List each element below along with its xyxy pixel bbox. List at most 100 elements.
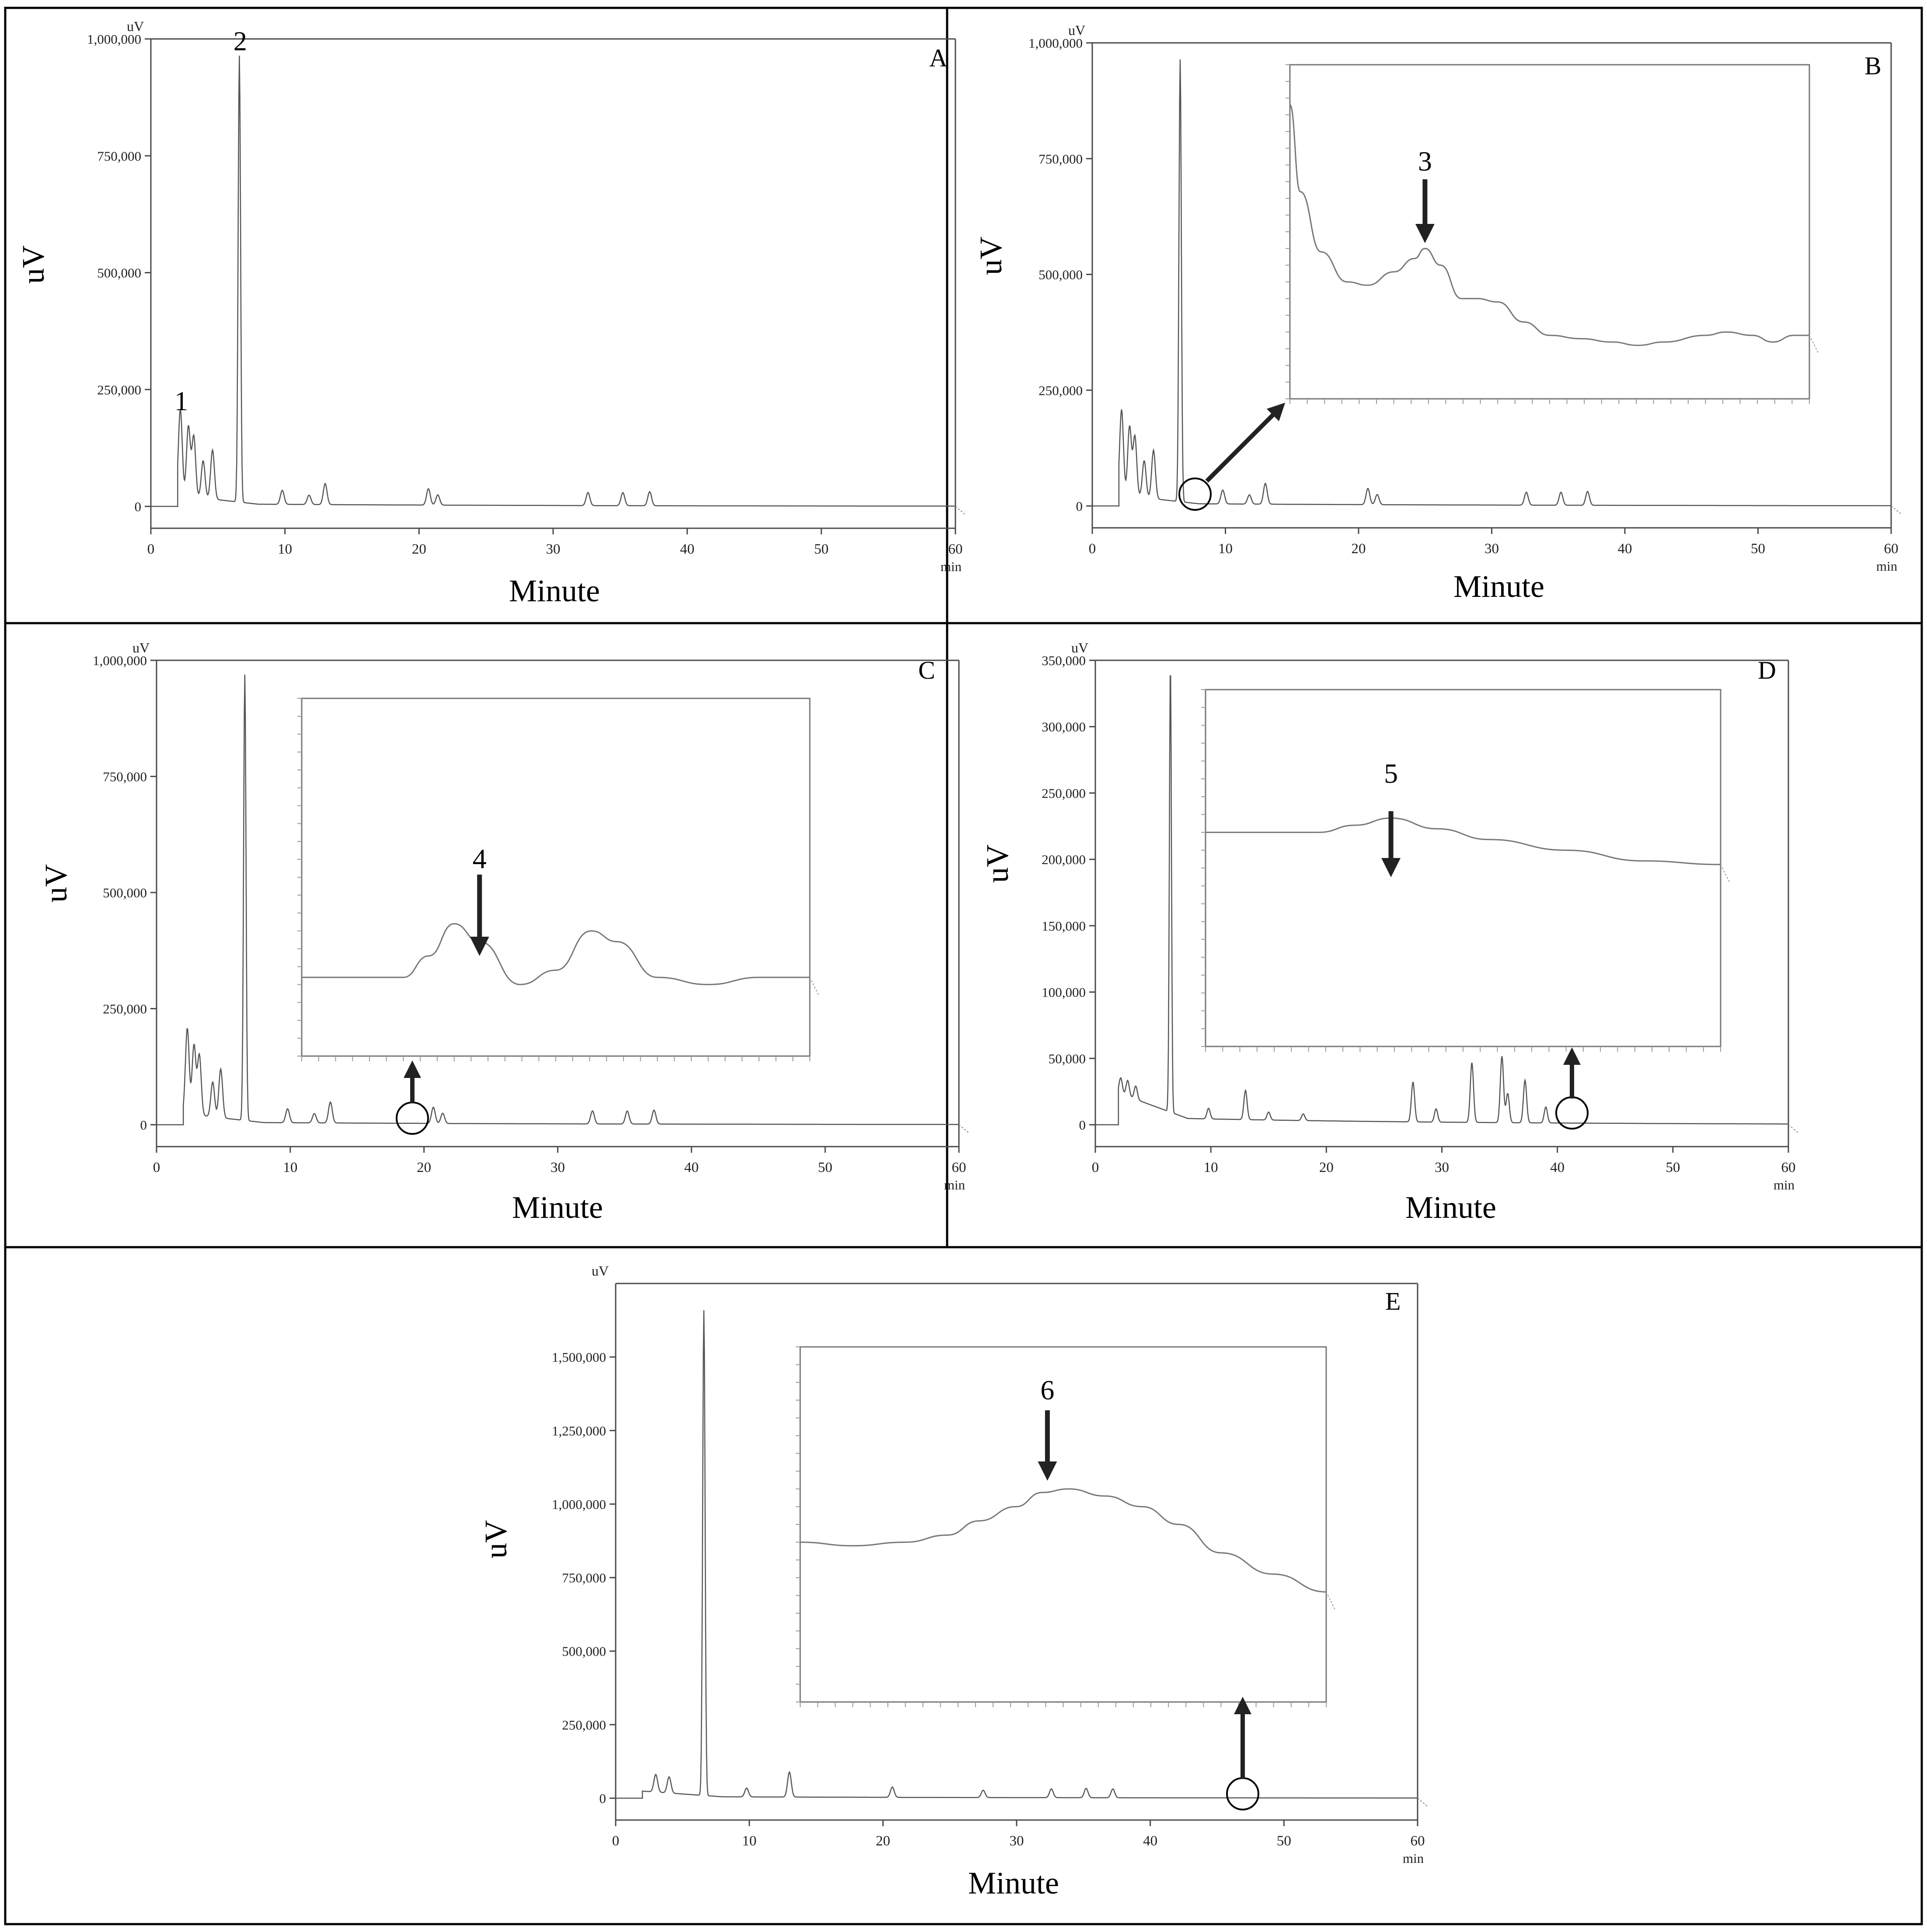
x-tick-label: 50 xyxy=(818,1160,833,1175)
zoom-link-arrow xyxy=(1205,402,1286,483)
trace-tail xyxy=(955,506,965,515)
x-unit-label: min xyxy=(1403,1851,1424,1866)
y-unit-label: uV xyxy=(1068,22,1085,38)
chart-panel-C: uV 0 250,000 500,000 750,000 1,000,000 0 10 20 30… xyxy=(38,640,969,1225)
x-tick-label: 10 xyxy=(283,1160,297,1175)
zoom-region-circle xyxy=(1555,1096,1589,1130)
inset-frame xyxy=(799,1346,1327,1703)
inset-trace xyxy=(1289,104,1809,346)
x-tick-label: 30 xyxy=(1435,1160,1449,1175)
x-axis-title: Minute xyxy=(1453,569,1544,604)
x-axis-title: Minute xyxy=(512,1190,603,1225)
peak-label: 5 xyxy=(1384,758,1398,789)
zoom-region-circle xyxy=(396,1102,429,1135)
trace-tail xyxy=(1891,506,1901,514)
inset-zoom: 3 xyxy=(1286,64,1819,404)
x-unit-label: min xyxy=(1876,558,1898,574)
y-tick-label: 1,000,000 xyxy=(93,653,147,668)
x-tick-label: 50 xyxy=(814,541,829,557)
y-tick-label: 500,000 xyxy=(103,885,147,900)
chromatogram-trace xyxy=(151,56,955,507)
inset-trace-tail xyxy=(1326,1591,1335,1610)
trace-tail xyxy=(958,1124,969,1133)
y-tick-label: 500,000 xyxy=(1038,267,1083,282)
x-tick-label: 10 xyxy=(278,541,292,557)
y-tick-label: 250,000 xyxy=(562,1717,606,1733)
x-tick-label: 10 xyxy=(1218,541,1233,557)
peak-label: 1 xyxy=(174,387,188,416)
x-tick-label: 20 xyxy=(412,541,426,557)
inset-zoom: 5 xyxy=(1201,689,1730,1052)
peak-label: 3 xyxy=(1418,146,1432,177)
x-tick-label: 30 xyxy=(1484,541,1499,557)
trace-tail xyxy=(1788,1124,1798,1133)
x-tick-label: 30 xyxy=(1010,1833,1024,1849)
x-tick-label: 60 xyxy=(1884,541,1899,557)
y-tick-label: 750,000 xyxy=(1038,151,1083,167)
x-tick-label: 0 xyxy=(1092,1160,1099,1175)
chromatogram-trace xyxy=(1095,675,1788,1126)
peak-label: 4 xyxy=(473,843,487,874)
y-tick-label: 1,000,000 xyxy=(552,1496,606,1512)
x-tick-label: 20 xyxy=(1352,541,1366,557)
panel-letter: B xyxy=(1864,52,1882,80)
peak-label: 6 xyxy=(1040,1374,1054,1405)
x-tick-label: 0 xyxy=(612,1833,620,1849)
y-tick-label: 350,000 xyxy=(1042,653,1086,668)
x-tick-label: 50 xyxy=(1666,1160,1680,1175)
y-tick-label: 250,000 xyxy=(1038,383,1083,398)
chart-panel-A: uV 0 250,000 500,000 750,000 1,000,000 0 10 20 30… xyxy=(16,18,965,608)
y-unit-label: uV xyxy=(592,1263,609,1279)
x-tick-label: 0 xyxy=(1089,541,1096,557)
y-tick-label: 300,000 xyxy=(1042,719,1086,735)
y-unit-label: uV xyxy=(1071,640,1088,656)
panel-letter: E xyxy=(1385,1287,1401,1315)
y-tick-label: 750,000 xyxy=(103,769,147,785)
inset-trace-tail xyxy=(1809,335,1819,353)
y-tick-label: 150,000 xyxy=(1042,918,1086,934)
y-tick-label: 0 xyxy=(140,1117,147,1133)
x-tick-label: 40 xyxy=(680,541,694,557)
inset-trace xyxy=(302,923,810,985)
y-tick-label: 0 xyxy=(599,1791,606,1806)
y-tick-label: 50,000 xyxy=(1049,1051,1086,1066)
x-tick-label: 30 xyxy=(551,1160,565,1175)
x-unit-label: min xyxy=(944,1177,965,1193)
chart-panel-D: uV050,000100,000150,000200,000250,000300… xyxy=(980,640,1798,1225)
y-tick-label: 500,000 xyxy=(562,1644,606,1659)
x-axis-title: Minute xyxy=(509,573,600,608)
chromatogram-trace xyxy=(157,674,959,1126)
y-axis-title: uV xyxy=(973,237,1008,275)
zoom-region-circle xyxy=(1226,1777,1259,1810)
y-tick-label: 250,000 xyxy=(103,1001,147,1017)
x-tick-label: 50 xyxy=(1277,1833,1291,1849)
inset-frame xyxy=(1289,64,1810,400)
y-tick-label: 1,000,000 xyxy=(1028,35,1083,51)
panel-border-0 xyxy=(4,7,948,624)
y-tick-label: 250,000 xyxy=(1042,785,1086,801)
inset-trace-tail xyxy=(1720,864,1730,882)
x-tick-label: 20 xyxy=(417,1160,431,1175)
x-tick-label: 20 xyxy=(1319,1160,1334,1175)
y-axis-title: uV xyxy=(980,844,1015,883)
chromatogram-trace xyxy=(616,1310,1418,1799)
x-unit-label: min xyxy=(941,559,962,574)
y-tick-label: 200,000 xyxy=(1042,852,1086,867)
y-tick-label: 1,000,000 xyxy=(87,31,141,47)
inset-trace-tail xyxy=(809,977,819,995)
chromatogram-trace xyxy=(1092,59,1891,507)
y-unit-label: uV xyxy=(127,18,144,34)
x-axis-title: Minute xyxy=(968,1866,1059,1901)
y-axis-title: uV xyxy=(38,864,73,903)
y-axis-title: uV xyxy=(16,245,51,284)
x-tick-label: 0 xyxy=(153,1160,160,1175)
y-tick-label: 0 xyxy=(1076,499,1083,514)
trace-tail xyxy=(1417,1798,1428,1806)
x-tick-label: 60 xyxy=(1781,1160,1796,1175)
y-tick-label: 0 xyxy=(1079,1117,1086,1133)
chart-panel-B: uV 0 250,000 500,000 750,000 1,000,000 0 10 20 30… xyxy=(973,22,1901,604)
inset-trace xyxy=(1205,817,1721,865)
y-tick-label: 750,000 xyxy=(562,1570,606,1586)
y-tick-label: 500,000 xyxy=(97,265,141,281)
